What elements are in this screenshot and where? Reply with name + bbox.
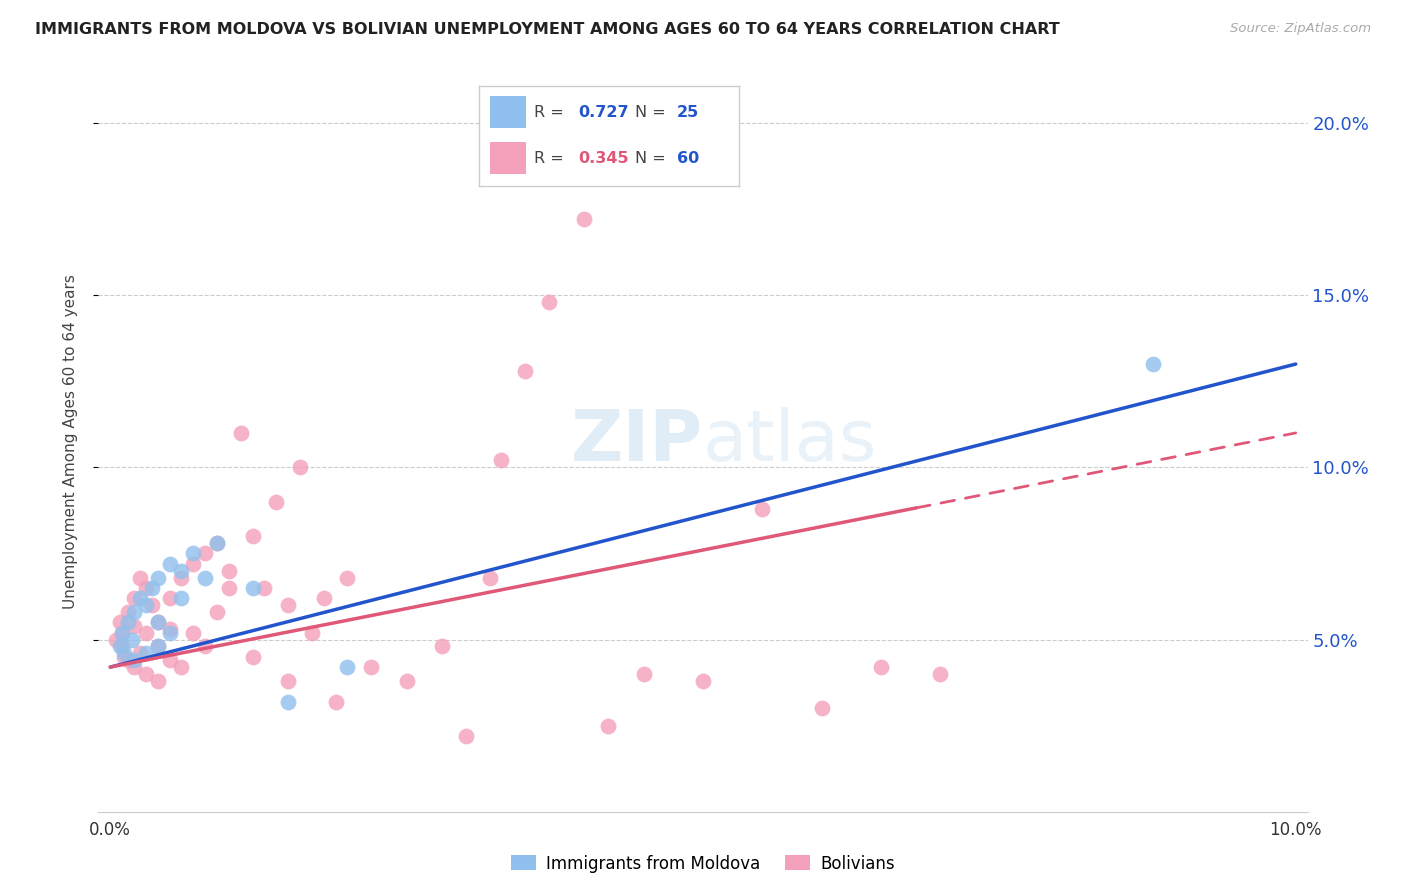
- Point: [108, 640, 131, 654]
- Point: [114, 649, 136, 664]
- Point: [218, 581, 240, 595]
- Point: [111, 640, 134, 654]
- Point: [170, 570, 193, 584]
- Point: [159, 622, 181, 636]
- Point: [277, 598, 299, 612]
- Point: [432, 640, 454, 654]
- Point: [117, 615, 139, 630]
- Point: [121, 632, 143, 647]
- Point: [159, 625, 181, 640]
- Point: [312, 591, 335, 606]
- Point: [218, 564, 240, 578]
- Point: [242, 529, 264, 543]
- Point: [170, 660, 193, 674]
- Point: [194, 570, 217, 584]
- Point: [122, 605, 145, 619]
- Point: [146, 615, 169, 630]
- Text: IMMIGRANTS FROM MOLDOVA VS BOLIVIAN UNEMPLOYMENT AMONG AGES 60 TO 64 YEARS CORRE: IMMIGRANTS FROM MOLDOVA VS BOLIVIAN UNEM…: [35, 22, 1060, 37]
- Point: [194, 546, 217, 560]
- Point: [181, 546, 204, 560]
- Point: [491, 453, 513, 467]
- Point: [129, 646, 152, 660]
- Text: atlas: atlas: [703, 407, 877, 476]
- Point: [751, 501, 773, 516]
- Point: [478, 570, 501, 584]
- Point: [146, 640, 169, 654]
- Point: [253, 581, 276, 595]
- Point: [146, 615, 169, 630]
- Point: [111, 625, 134, 640]
- Point: [141, 598, 163, 612]
- Point: [454, 729, 477, 743]
- Point: [810, 701, 832, 715]
- Point: [181, 557, 204, 571]
- Point: [336, 570, 359, 584]
- Point: [301, 625, 323, 640]
- Point: [117, 653, 139, 667]
- Point: [336, 660, 359, 674]
- Point: [242, 649, 264, 664]
- Point: [229, 425, 252, 440]
- Point: [129, 570, 152, 584]
- Text: Source: ZipAtlas.com: Source: ZipAtlas.com: [1230, 22, 1371, 36]
- Y-axis label: Unemployment Among Ages 60 to 64 years: Unemployment Among Ages 60 to 64 years: [63, 274, 77, 609]
- Point: [277, 694, 299, 708]
- Point: [135, 667, 157, 681]
- Point: [114, 646, 136, 660]
- Point: [242, 581, 264, 595]
- Point: [692, 673, 714, 688]
- Legend: Immigrants from Moldova, Bolivians: Immigrants from Moldova, Bolivians: [505, 848, 901, 880]
- Point: [1142, 357, 1164, 371]
- Point: [515, 364, 537, 378]
- Point: [325, 694, 347, 708]
- Point: [122, 591, 145, 606]
- Point: [141, 581, 163, 595]
- Point: [122, 660, 145, 674]
- Point: [277, 673, 299, 688]
- Point: [135, 598, 157, 612]
- Point: [111, 625, 134, 640]
- Point: [146, 640, 169, 654]
- Point: [117, 605, 139, 619]
- Point: [181, 625, 204, 640]
- Point: [205, 536, 228, 550]
- Point: [574, 212, 596, 227]
- Point: [360, 660, 382, 674]
- Point: [170, 591, 193, 606]
- Point: [288, 460, 311, 475]
- Point: [264, 495, 287, 509]
- Point: [869, 660, 891, 674]
- Point: [395, 673, 418, 688]
- Point: [194, 640, 217, 654]
- Point: [598, 718, 620, 732]
- Point: [205, 536, 228, 550]
- Point: [146, 570, 169, 584]
- Point: [129, 591, 152, 606]
- Point: [135, 646, 157, 660]
- Point: [159, 557, 181, 571]
- Point: [135, 625, 157, 640]
- Point: [537, 295, 560, 310]
- Point: [135, 581, 157, 595]
- Point: [122, 653, 145, 667]
- Point: [122, 619, 145, 633]
- Point: [170, 564, 193, 578]
- Text: ZIP: ZIP: [571, 407, 703, 476]
- Point: [159, 653, 181, 667]
- Point: [205, 605, 228, 619]
- Point: [105, 632, 128, 647]
- Point: [929, 667, 952, 681]
- Point: [146, 673, 169, 688]
- Point: [108, 615, 131, 630]
- Point: [633, 667, 655, 681]
- Point: [159, 591, 181, 606]
